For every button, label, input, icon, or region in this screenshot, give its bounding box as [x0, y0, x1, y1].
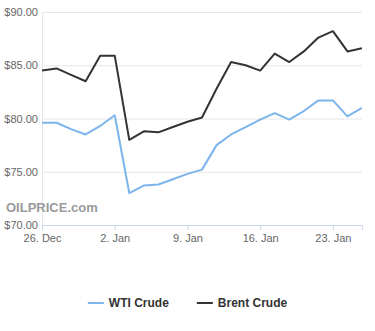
x-tick-mark [260, 225, 261, 230]
x-tick-mark [42, 225, 43, 230]
legend-swatch [197, 302, 213, 304]
y-axis: $70.00 $75.00 $80.00 $85.00 $90.00 [4, 6, 362, 231]
watermark: OILPRICE.com [6, 200, 98, 215]
y-tick-label: $80.00 [4, 113, 38, 125]
legend-item[interactable]: Brent Crude [197, 296, 288, 310]
series-line [42, 31, 362, 140]
x-tick-label: 9. Jan [173, 232, 203, 244]
x-axis: 26. Dec 2. Jan 9. Jan 16. Jan 23. Jan [24, 225, 363, 244]
series-line [42, 100, 362, 193]
x-tick-mark [115, 225, 116, 230]
x-tick-mark [333, 225, 334, 230]
y-tick-label: $75.00 [4, 166, 38, 178]
x-tick: 26. Dec [24, 225, 62, 244]
x-tick: 2. Jan [100, 225, 130, 244]
x-tick: 23. Jan [315, 225, 351, 244]
legend: WTI Crude Brent Crude [88, 296, 288, 310]
grid-line [42, 172, 362, 173]
x-tick: 9. Jan [173, 225, 203, 244]
x-tick: 16. Jan [243, 225, 279, 244]
x-tick-label: 26. Dec [24, 232, 62, 244]
x-tick-label: 16. Jan [243, 232, 279, 244]
grid-line [42, 119, 362, 120]
x-tick-label: 2. Jan [100, 232, 130, 244]
y-axis-line [43, 13, 363, 226]
y-tick: $90.00 [4, 6, 362, 18]
plot-area [42, 31, 362, 193]
y-tick-label: $70.00 [4, 219, 38, 231]
x-tick-mark [187, 225, 188, 230]
x-axis-line [43, 226, 363, 231]
y-tick: $70.00 [4, 219, 362, 231]
x-tick-label: 23. Jan [315, 232, 351, 244]
grid-line [42, 12, 362, 13]
chart: $70.00 $75.00 $80.00 $85.00 $90.00 26. Dec 2. … [0, 0, 375, 331]
y-tick-label: $90.00 [4, 6, 38, 18]
legend-swatch [88, 302, 104, 304]
y-tick-label: $85.00 [4, 59, 38, 71]
legend-label: Brent Crude [218, 296, 288, 310]
grid-line [42, 65, 362, 66]
legend-item[interactable]: WTI Crude [88, 296, 169, 310]
legend-label: WTI Crude [109, 296, 169, 310]
